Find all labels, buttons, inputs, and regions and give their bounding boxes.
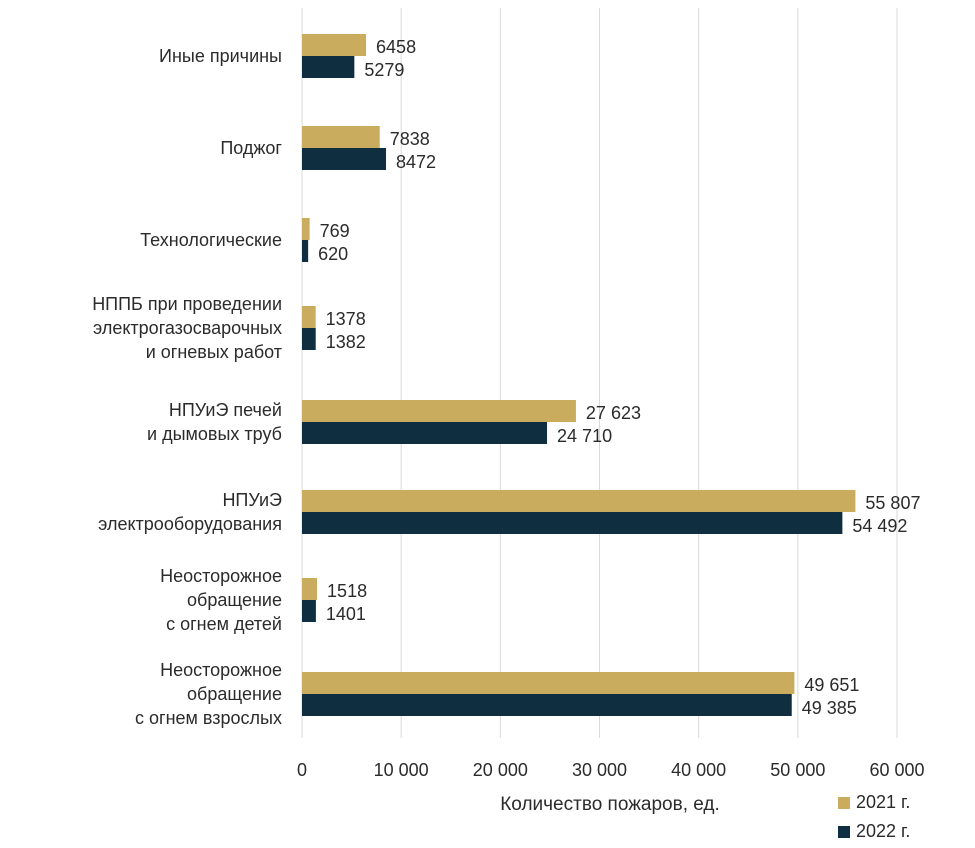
- value-label: 1401: [326, 604, 366, 624]
- value-label: 8472: [396, 152, 436, 172]
- value-labels: 6458 5279 7838 8472 769 620 1378 1382 27 623 24 7…: [318, 37, 920, 718]
- category-label: Поджог: [220, 138, 282, 158]
- legend: 2021 г. 2022 г.: [838, 792, 910, 841]
- value-label: 1382: [326, 332, 366, 352]
- value-label: 55 807: [865, 493, 920, 513]
- legend-swatch: [838, 826, 850, 838]
- category-label: Неосторожное обращение с огнем взрослых: [135, 660, 282, 728]
- bar-2022: [302, 148, 387, 170]
- category-label: НПУиЭ электрооборудования: [98, 490, 282, 534]
- x-tick-label: 0: [297, 760, 307, 780]
- bar-2021: [302, 218, 310, 240]
- gridlines: [301, 8, 898, 738]
- x-tick-label: 60 000: [869, 760, 924, 780]
- x-tick-label: 40 000: [671, 760, 726, 780]
- category-label: Иные причины: [159, 46, 282, 66]
- value-label: 769: [320, 221, 350, 241]
- bar-2022: [302, 240, 309, 262]
- bar-2021: [302, 578, 318, 600]
- category-label: НПУиЭ печей и дымовых труб: [147, 400, 282, 444]
- value-label: 620: [318, 244, 348, 264]
- bar-2021: [302, 490, 856, 512]
- bar-2021: [302, 672, 795, 694]
- bar-2021: [302, 306, 316, 328]
- value-label: 49 385: [802, 698, 857, 718]
- value-label: 54 492: [852, 516, 907, 536]
- category-label: Технологические: [140, 230, 282, 250]
- legend-label: 2021 г.: [856, 792, 910, 812]
- x-tick-label: 50 000: [770, 760, 825, 780]
- value-label: 1518: [327, 581, 367, 601]
- bar-2022: [302, 694, 792, 716]
- bar-2021: [302, 126, 380, 148]
- value-label: 7838: [390, 129, 430, 149]
- bar-2022: [302, 512, 843, 534]
- x-tick-label: 10 000: [374, 760, 429, 780]
- x-tick-label: 30 000: [572, 760, 627, 780]
- bar-2022: [302, 56, 355, 78]
- bars: [302, 34, 856, 716]
- value-label: 49 651: [804, 675, 859, 695]
- legend-swatch: [838, 797, 850, 809]
- x-axis-ticks: 0 10 000 20 000 30 000 40 000 50 000 60 000: [297, 760, 925, 780]
- category-labels: Иные причины Поджог Технологические НППБ пр…: [92, 46, 282, 728]
- bar-2022: [302, 328, 316, 350]
- category-label: НППБ при проведении электрогазосварочных и…: [92, 294, 282, 362]
- value-label: 1378: [326, 309, 366, 329]
- x-axis-title: Количество пожаров, ед.: [500, 794, 720, 815]
- category-label: Неосторожное обращение с огнем детей: [160, 566, 282, 634]
- x-tick-label: 20 000: [473, 760, 528, 780]
- value-label: 24 710: [557, 426, 612, 446]
- bar-2021: [302, 400, 576, 422]
- bar-2022: [302, 422, 548, 444]
- legend-label: 2022 г.: [856, 821, 910, 841]
- value-label: 6458: [376, 37, 416, 57]
- value-label: 27 623: [586, 403, 641, 423]
- bar-2021: [302, 34, 367, 56]
- bar-2022: [302, 600, 316, 622]
- value-label: 5279: [364, 60, 404, 80]
